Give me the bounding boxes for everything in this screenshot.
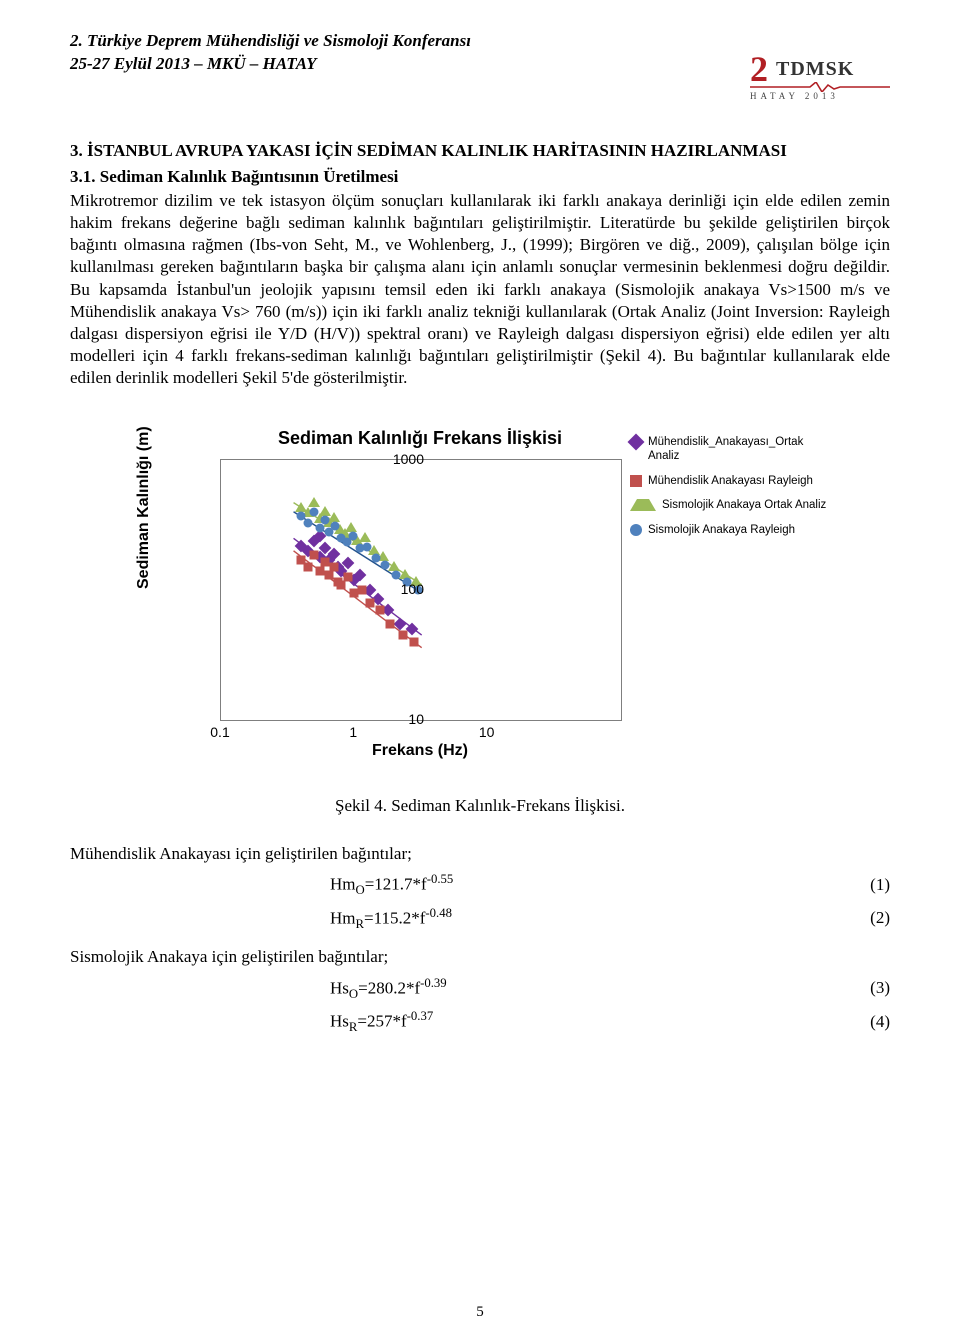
equation-4-body: HsR=257*f-0.37 <box>330 1008 433 1036</box>
equation-2: HmR=115.2*f-0.48 (2) <box>70 905 890 933</box>
diamond-marker-icon <box>628 434 645 451</box>
equation-3-number: (3) <box>870 977 890 999</box>
x-tick: 0.1 <box>210 723 229 741</box>
triangle-marker-icon <box>630 499 656 511</box>
equation-1-body: HmO=121.7*f-0.55 <box>330 871 453 899</box>
data-point <box>349 532 358 541</box>
data-point <box>405 623 418 636</box>
data-point <box>304 563 313 572</box>
data-point <box>363 542 372 551</box>
chart-x-label: Frekans (Hz) <box>220 741 620 762</box>
square-marker-icon <box>630 475 642 487</box>
legend-item: Mühendislik_Anakayası_Ortak Analiz <box>630 435 830 464</box>
page-number: 5 <box>0 1303 960 1323</box>
chart-title: Sediman Kalınlığı Frekans İlişkisi <box>220 427 620 450</box>
data-point <box>331 522 340 531</box>
conference-line1: 2. Türkiye Deprem Mühendisliği ve Sismol… <box>70 30 471 53</box>
equation-4-number: (4) <box>870 1011 890 1033</box>
data-point <box>385 619 394 628</box>
data-point <box>391 571 400 580</box>
chart-legend: Mühendislik_Anakayası_Ortak Analiz Mühend… <box>630 435 830 547</box>
x-tick: 1 <box>349 723 357 741</box>
data-point <box>320 516 329 525</box>
equation-2-body: HmR=115.2*f-0.48 <box>330 905 452 933</box>
data-point <box>304 518 313 527</box>
y-tick: 100 <box>374 580 424 598</box>
data-point <box>328 512 340 522</box>
data-point <box>320 557 329 566</box>
legend-label: Mühendislik_Anakayası_Ortak Analiz <box>648 435 830 464</box>
y-tick: 1000 <box>374 450 424 468</box>
legend-item: Sismolojik Anakaya Ortak Analiz <box>630 498 830 512</box>
engineering-relations-intro: Mühendislik Anakayası için geliştirilen … <box>70 843 890 865</box>
data-point <box>345 522 357 532</box>
seismologic-relations-intro: Sismolojik Anakaya için geliştirilen bağ… <box>70 946 890 968</box>
data-point <box>359 532 371 542</box>
x-tick: 10 <box>479 723 495 741</box>
data-point <box>381 561 390 570</box>
legend-item: Mühendislik Anakayası Rayleigh <box>630 474 830 488</box>
logo-acronym: TDMSK <box>776 58 854 80</box>
data-point <box>365 598 374 607</box>
equation-3: HsO=280.2*f-0.39 (3) <box>70 975 890 1003</box>
data-point <box>398 631 407 640</box>
legend-label: Sismolojik Anakaya Rayleigh <box>648 523 830 537</box>
y-tick: 10 <box>374 710 424 728</box>
figure-4: Sediman Kalınlığı Frekans İlişkisi Sedim… <box>130 409 830 769</box>
conference-logo: 2 TDMSK HATAY 2013 <box>750 30 890 100</box>
data-point <box>409 637 418 646</box>
data-point <box>315 567 324 576</box>
legend-item: Sismolojik Anakaya Rayleigh <box>630 523 830 537</box>
data-point <box>329 563 338 572</box>
equation-1-number: (1) <box>870 874 890 896</box>
legend-label: Mühendislik Anakayası Rayleigh <box>648 474 830 488</box>
figure-caption: Şekil 4. Sediman Kalınlık-Frekans İlişki… <box>70 795 890 817</box>
legend-label: Sismolojik Anakaya Ortak Analiz <box>662 498 830 512</box>
page-header: 2. Türkiye Deprem Mühendisliği ve Sismol… <box>70 30 890 100</box>
equation-2-number: (2) <box>870 907 890 929</box>
data-point <box>310 507 319 516</box>
equation-3-body: HsO=280.2*f-0.39 <box>330 975 447 1003</box>
data-point <box>310 551 319 560</box>
sediment-thickness-chart: Sediman Kalınlığı Frekans İlişkisi Sedim… <box>130 409 830 769</box>
body-paragraph: Mikrotremor dizilim ve tek istasyon ölçü… <box>70 190 890 389</box>
circle-marker-icon <box>630 524 642 536</box>
subsection-heading: 3.1. Sediman Kalınlık Bağıntısının Üreti… <box>70 166 890 188</box>
data-point <box>371 554 380 563</box>
logo-subtext: HATAY 2013 <box>750 92 839 102</box>
conference-title: 2. Türkiye Deprem Mühendisliği ve Sismol… <box>70 30 471 76</box>
logo-graphic: 2 TDMSK HATAY 2013 <box>750 30 890 100</box>
equation-4: HsR=257*f-0.37 (4) <box>70 1008 890 1036</box>
data-point <box>358 586 367 595</box>
section-heading: 3. İSTANBUL AVRUPA YAKASI İÇİN SEDİMAN K… <box>70 140 890 162</box>
data-point <box>375 606 384 615</box>
data-point <box>344 573 353 582</box>
equation-1: HmO=121.7*f-0.55 (1) <box>70 871 890 899</box>
chart-y-label: Sediman Kalınlığı (m) <box>134 426 155 589</box>
conference-line2: 25-27 Eylül 2013 – MKÜ – HATAY <box>70 53 471 76</box>
data-point <box>315 524 324 533</box>
